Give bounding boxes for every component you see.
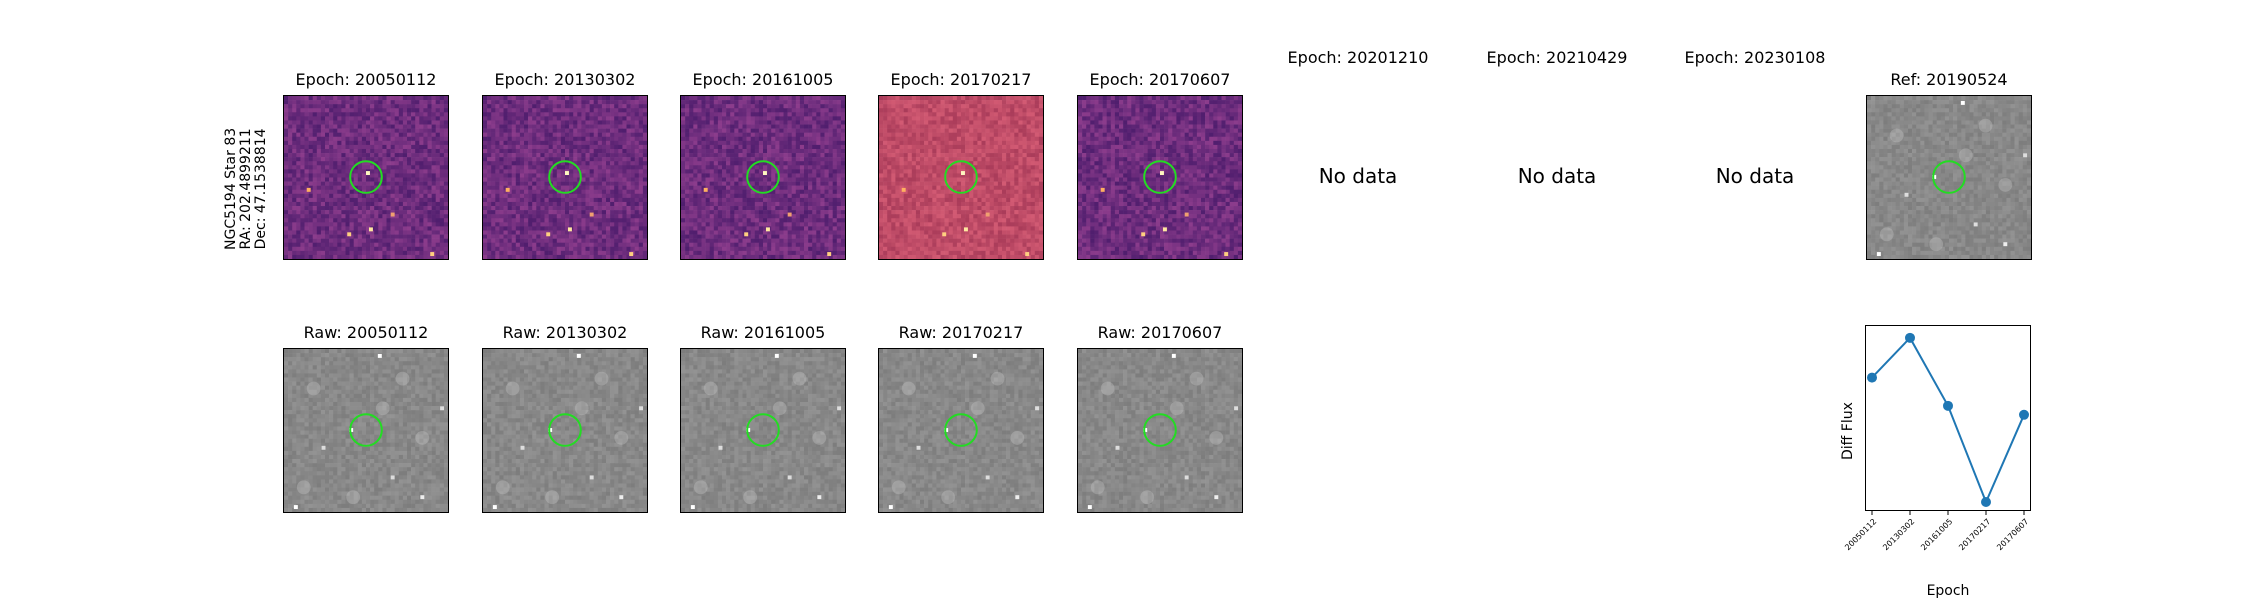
raw-image-panel — [878, 348, 1044, 513]
diff-image-panel — [482, 95, 648, 260]
star-name: NGC5194 Star 83 — [223, 127, 239, 250]
diff-image-panel — [680, 95, 846, 260]
x-tick-label: 20130302 — [1881, 517, 1917, 553]
star-dec: Dec: 47.1538814 — [253, 128, 269, 250]
ref-panel-title: Ref: 20190524 — [1890, 70, 2008, 89]
data-point — [1981, 497, 1991, 508]
series-line — [1871, 336, 2025, 505]
diff-panel-title: Epoch: 20050112 — [295, 70, 437, 89]
lightcurve-ylabel: Diff Flux — [1840, 402, 1856, 460]
nodata-message: No data — [1318, 164, 1398, 188]
data-point — [1867, 372, 1877, 383]
raw-image-panel — [1077, 348, 1243, 513]
raw-panel-title: Raw: 20161005 — [700, 323, 826, 342]
raw-image-panel — [283, 348, 449, 513]
raw-panel-title: Raw: 20130302 — [502, 323, 628, 342]
diff-panel-title: Epoch: 20130302 — [494, 70, 636, 89]
diff-panel-title: Epoch: 20170607 — [1089, 70, 1231, 89]
x-tick-label: 20170607 — [1995, 517, 2031, 553]
raw-panel-title: Raw: 20170217 — [898, 323, 1024, 342]
lightcurve-plot — [1867, 332, 2029, 515]
ref-image-panel — [1866, 95, 2032, 260]
diff-image-panel — [878, 95, 1044, 260]
diff-image-panel — [283, 95, 449, 260]
nodata-message: No data — [1517, 164, 1597, 188]
lightcurve-axes — [1865, 325, 2031, 511]
raw-panel-title: Raw: 20170607 — [1097, 323, 1223, 342]
data-point — [2019, 409, 2029, 420]
nodata-panel-title: Epoch: 20210429 — [1486, 48, 1628, 67]
data-point — [1943, 400, 1953, 411]
data-point — [1905, 332, 1915, 343]
raw-image-panel — [482, 348, 648, 513]
star-ra: RA: 202.4899211 — [238, 128, 254, 250]
lightcurve-xlabel: Epoch — [1926, 583, 1970, 599]
star-label: NGC5194 Star 83 RA: 202.4899211 Dec: 47.… — [223, 127, 269, 250]
diff-panel-title: Epoch: 20170217 — [890, 70, 1032, 89]
nodata-panel-title: Epoch: 20201210 — [1287, 48, 1429, 67]
x-tick-label: 20050112 — [1843, 517, 1879, 553]
raw-panel-title: Raw: 20050112 — [303, 323, 429, 342]
x-tick-label: 20161005 — [1919, 517, 1955, 553]
raw-image-panel — [680, 348, 846, 513]
nodata-message: No data — [1715, 164, 1795, 188]
diff-panel-title: Epoch: 20161005 — [692, 70, 834, 89]
x-tick-label: 20170217 — [1957, 517, 1993, 553]
nodata-panel-title: Epoch: 20230108 — [1684, 48, 1826, 67]
diff-image-panel — [1077, 95, 1243, 260]
